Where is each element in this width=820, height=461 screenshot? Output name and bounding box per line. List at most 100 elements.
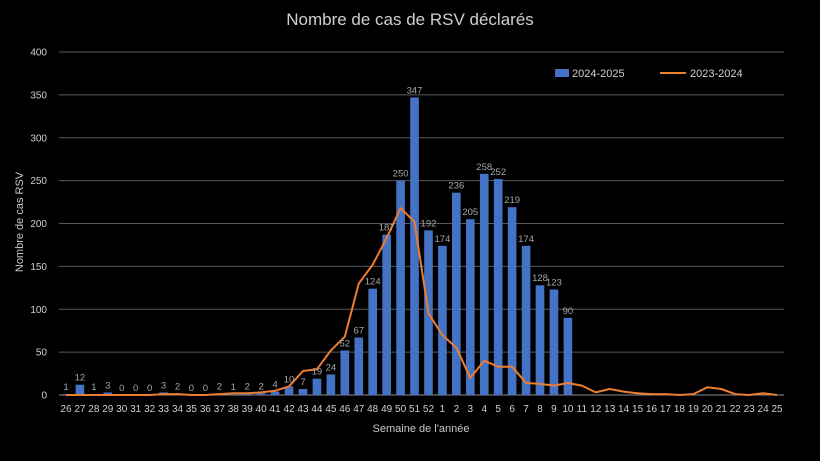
data-label: 2 [245, 381, 250, 392]
x-tick-label: 40 [256, 404, 268, 415]
legend-label-2023-2024: 2023-2024 [690, 68, 743, 80]
data-label: 0 [147, 383, 152, 394]
x-tick-label: 50 [395, 404, 407, 415]
x-tick-label: 31 [130, 404, 142, 415]
data-label: 236 [448, 181, 464, 192]
bar [563, 317, 573, 395]
x-tick-label: 52 [423, 404, 435, 415]
data-label: 10 [284, 374, 295, 385]
line-2023-2024 [66, 207, 778, 396]
bar [382, 234, 391, 395]
data-label: 250 [393, 169, 409, 180]
bar [549, 289, 559, 395]
data-label: 0 [119, 383, 124, 394]
data-label: 90 [563, 306, 574, 317]
bar [256, 393, 266, 395]
x-tick-label: 33 [158, 404, 170, 415]
x-tick-label: 30 [116, 404, 128, 415]
x-tick-label: 5 [495, 404, 501, 415]
data-label: 124 [365, 277, 381, 288]
y-tick-label: 150 [30, 262, 47, 273]
x-tick-label: 42 [283, 404, 295, 415]
x-tick-label: 4 [481, 404, 487, 415]
x-tick-label: 48 [367, 404, 379, 415]
data-label: 252 [490, 167, 506, 178]
data-label: 52 [340, 338, 351, 349]
bar [438, 245, 447, 395]
y-axis-label: Nombre de cas RSV [14, 171, 26, 272]
bar [284, 386, 294, 395]
bar [228, 394, 238, 395]
data-label: 174 [518, 234, 534, 245]
bar [340, 350, 350, 395]
bar [452, 192, 461, 395]
data-label: 219 [504, 195, 520, 206]
bar [61, 394, 71, 395]
x-tick-labels: 26 27 28 29 30 31 32 33 34 35 36 37 38 39 40 41 42 43 44 45… [60, 404, 783, 415]
data-label: 67 [353, 326, 364, 337]
y-tick-label: 400 [30, 48, 47, 59]
data-label: 0 [203, 383, 208, 394]
bar [479, 173, 489, 395]
x-tick-label: 39 [242, 404, 254, 415]
x-tick-label: 32 [144, 404, 156, 415]
bar [535, 285, 545, 395]
data-label: 12 [75, 373, 86, 384]
x-tick-label: 15 [632, 404, 644, 415]
y-tick-label: 300 [30, 133, 47, 144]
data-label: 187 [379, 223, 395, 234]
data-label: 174 [434, 234, 450, 245]
x-tick-label: 45 [325, 404, 337, 415]
x-tick-label: 1 [440, 404, 446, 415]
x-tick-label: 6 [509, 404, 515, 415]
x-tick-label: 22 [730, 404, 742, 415]
line-series [66, 207, 778, 396]
bar [493, 178, 503, 395]
data-label: 205 [462, 207, 478, 218]
bar [368, 288, 378, 395]
x-tick-label: 44 [311, 404, 323, 415]
bar [312, 378, 322, 395]
data-label: 4 [272, 380, 277, 391]
x-tick-label: 35 [186, 404, 198, 415]
bar [298, 388, 308, 395]
x-tick-label: 7 [523, 404, 529, 415]
bar [507, 207, 517, 395]
bar-series [61, 97, 573, 395]
x-tick-label: 28 [88, 404, 100, 415]
y-tick-label: 50 [36, 348, 48, 359]
x-tick-label: 43 [297, 404, 309, 415]
x-tick-label: 26 [60, 404, 72, 415]
x-tick-label: 27 [74, 404, 86, 415]
bar [270, 391, 280, 395]
x-tick-label: 46 [339, 404, 351, 415]
x-tick-label: 16 [646, 404, 658, 415]
x-tick-label: 10 [562, 404, 574, 415]
data-label: 3 [161, 380, 166, 391]
x-tick-label: 3 [468, 404, 474, 415]
x-tick-label: 21 [716, 404, 728, 415]
data-label: 2 [259, 381, 264, 392]
bar [396, 180, 405, 395]
data-label: 0 [189, 383, 194, 394]
x-tick-label: 41 [270, 404, 282, 415]
x-tick-label: 25 [771, 404, 783, 415]
x-tick-label: 19 [688, 404, 700, 415]
y-tick-label: 0 [41, 391, 47, 402]
bar [354, 337, 364, 395]
data-label: 0 [133, 383, 138, 394]
data-label: 192 [421, 218, 437, 229]
data-label: 19 [312, 367, 323, 378]
data-label: 347 [407, 85, 423, 96]
x-tick-label: 20 [702, 404, 714, 415]
x-tick-label: 47 [353, 404, 365, 415]
data-label: 1 [91, 382, 96, 393]
data-label: 2 [175, 381, 180, 392]
data-label: 2 [217, 381, 222, 392]
x-tick-label: 29 [102, 404, 114, 415]
x-tick-label: 24 [758, 404, 770, 415]
y-tick-labels: 0 50 100 150 200 250 300 350 400 [30, 48, 47, 402]
data-label: 123 [546, 278, 562, 289]
x-tick-label: 37 [214, 404, 226, 415]
